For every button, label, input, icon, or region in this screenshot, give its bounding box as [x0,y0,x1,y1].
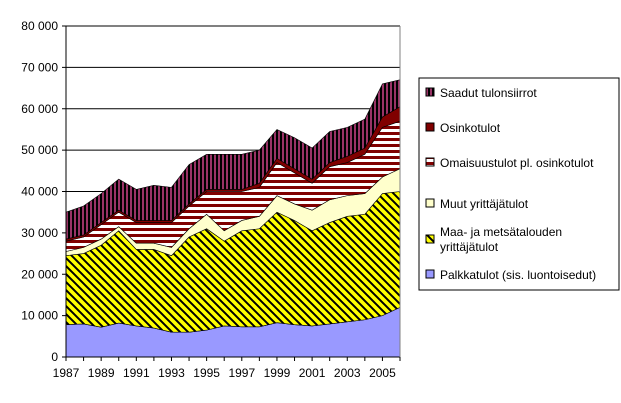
y-tick-label: 10 000 [21,309,58,323]
x-tick-label: 1987 [53,366,80,380]
legend-swatch [425,269,435,279]
legend-box [418,77,620,291]
y-tick-label: 80 000 [21,19,58,33]
x-tick-label: 2005 [369,366,396,380]
legend-swatch [425,234,435,244]
legend-swatch [425,87,435,97]
legend-label: Saadut tulonsiirrot [440,86,537,100]
y-tick-label: 40 000 [21,185,58,199]
x-tick-label: 1997 [228,366,255,380]
legend-label: Omaisuustulot pl. osinkotulot [440,156,594,170]
legend-swatch [425,198,435,208]
x-tick-label: 1995 [193,366,220,380]
legend-label: Palkkatulot (sis. luontoisedut) [440,268,596,282]
legend-label-line: yrittäjätulot [440,240,499,254]
legend-swatch [425,122,435,132]
x-tick-label: 1991 [123,366,150,380]
x-tick-label: 1993 [158,366,185,380]
x-tick-label: 2003 [334,366,361,380]
legend-swatch [425,157,435,167]
x-tick-label: 1999 [264,366,291,380]
legend-label-line: Maa- ja metsätalouden [440,225,562,239]
y-tick-label: 20 000 [21,267,58,281]
y-tick-label: 30 000 [21,226,58,240]
y-tick-label: 60 000 [21,102,58,116]
legend-label: Osinkotulot [440,121,501,135]
y-tick-label: 50 000 [21,143,58,157]
x-tick-label: 1989 [88,366,115,380]
y-tick-label: 0 [51,350,58,364]
x-tick-label: 2001 [299,366,326,380]
legend-label: Maa- ja metsätalouden yrittäjätulot [440,225,562,254]
legend-label: Muut yrittäjätulot [440,197,529,211]
y-tick-label: 70 000 [21,60,58,74]
